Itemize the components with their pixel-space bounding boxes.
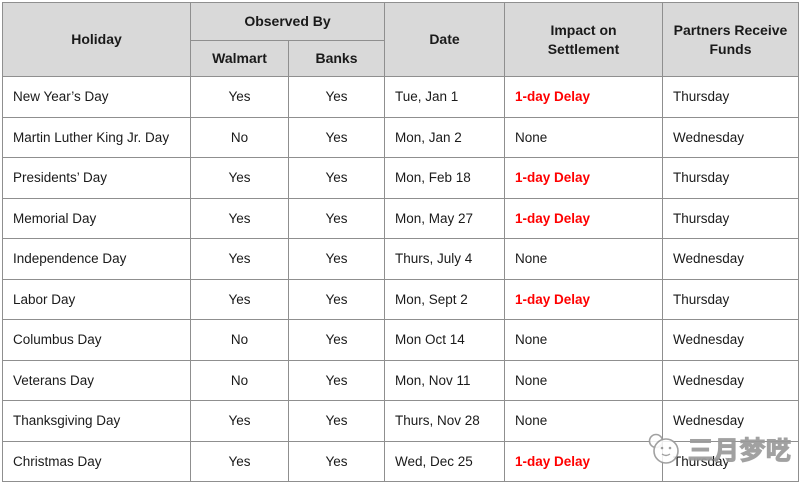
banks-observed-cell: Yes xyxy=(288,278,385,320)
table-row: Labor Day Yes Yes Mon, Sept 2 1-day Dela… xyxy=(2,278,799,320)
partners-cell: Wednesday xyxy=(662,319,799,361)
col-header-walmart: Walmart xyxy=(190,40,289,77)
table-row: Independence Day Yes Yes Thurs, July 4 N… xyxy=(2,238,799,280)
impact-cell: None xyxy=(504,359,663,401)
holiday-cell: Memorial Day xyxy=(2,197,191,239)
table-row: New Year’s Day Yes Yes Tue, Jan 1 1-day … xyxy=(2,76,799,118)
holiday-cell: Christmas Day xyxy=(2,440,191,482)
walmart-observed-cell: Yes xyxy=(190,238,289,280)
date-cell: Thurs, Nov 28 xyxy=(384,400,505,442)
partners-cell: Thursday xyxy=(662,278,799,320)
impact-cell: None xyxy=(504,319,663,361)
impact-cell: 1-day Delay xyxy=(504,278,663,320)
date-cell: Thurs, July 4 xyxy=(384,238,505,280)
holiday-cell: Columbus Day xyxy=(2,319,191,361)
holiday-cell: Presidents’ Day xyxy=(2,157,191,199)
col-header-holiday: Holiday xyxy=(2,2,191,77)
partners-cell: Thursday xyxy=(662,197,799,239)
holiday-cell: New Year’s Day xyxy=(2,76,191,118)
walmart-observed-cell: Yes xyxy=(190,400,289,442)
walmart-observed-cell: Yes xyxy=(190,157,289,199)
col-header-impact: Impact on Settlement xyxy=(504,2,663,77)
impact-cell: 1-day Delay xyxy=(504,157,663,199)
partners-cell: Wednesday xyxy=(662,359,799,401)
holiday-cell: Labor Day xyxy=(2,278,191,320)
impact-cell: None xyxy=(504,400,663,442)
partners-cell: Thursday xyxy=(662,440,799,482)
col-header-partners: Partners Receive Funds xyxy=(662,2,799,77)
walmart-observed-cell: Yes xyxy=(190,197,289,239)
banks-observed-cell: Yes xyxy=(288,440,385,482)
walmart-observed-cell: Yes xyxy=(190,440,289,482)
walmart-observed-cell: No xyxy=(190,319,289,361)
impact-cell: None xyxy=(504,116,663,158)
date-cell: Wed, Dec 25 xyxy=(384,440,505,482)
table-row: Columbus Day No Yes Mon Oct 14 None Wedn… xyxy=(2,319,799,361)
col-header-banks: Banks xyxy=(288,40,385,77)
table-body: New Year’s Day Yes Yes Tue, Jan 1 1-day … xyxy=(2,76,799,482)
holiday-cell: Thanksgiving Day xyxy=(2,400,191,442)
holiday-cell: Independence Day xyxy=(2,238,191,280)
table-row: Martin Luther King Jr. Day No Yes Mon, J… xyxy=(2,116,799,158)
partners-cell: Thursday xyxy=(662,157,799,199)
banks-observed-cell: Yes xyxy=(288,400,385,442)
banks-observed-cell: Yes xyxy=(288,359,385,401)
table-row: Christmas Day Yes Yes Wed, Dec 25 1-day … xyxy=(2,440,799,482)
banks-observed-cell: Yes xyxy=(288,238,385,280)
partners-cell: Wednesday xyxy=(662,400,799,442)
table-row: Memorial Day Yes Yes Mon, May 27 1-day D… xyxy=(2,197,799,239)
banks-observed-cell: Yes xyxy=(288,197,385,239)
impact-cell: 1-day Delay xyxy=(504,440,663,482)
date-cell: Mon, Jan 2 xyxy=(384,116,505,158)
date-cell: Mon Oct 14 xyxy=(384,319,505,361)
walmart-observed-cell: No xyxy=(190,116,289,158)
impact-cell: 1-day Delay xyxy=(504,76,663,118)
walmart-observed-cell: Yes xyxy=(190,76,289,118)
col-header-date: Date xyxy=(384,2,505,77)
date-cell: Mon, Feb 18 xyxy=(384,157,505,199)
date-cell: Mon, Sept 2 xyxy=(384,278,505,320)
banks-observed-cell: Yes xyxy=(288,116,385,158)
banks-observed-cell: Yes xyxy=(288,157,385,199)
table-row: Veterans Day No Yes Mon, Nov 11 None Wed… xyxy=(2,359,799,401)
table-row: Presidents’ Day Yes Yes Mon, Feb 18 1-da… xyxy=(2,157,799,199)
date-cell: Mon, Nov 11 xyxy=(384,359,505,401)
impact-cell: 1-day Delay xyxy=(504,197,663,239)
holiday-cell: Martin Luther King Jr. Day xyxy=(2,116,191,158)
table-row: Thanksgiving Day Yes Yes Thurs, Nov 28 N… xyxy=(2,400,799,442)
date-cell: Mon, May 27 xyxy=(384,197,505,239)
partners-cell: Wednesday xyxy=(662,238,799,280)
table-header: Holiday Observed By Date Impact on Settl… xyxy=(2,2,799,77)
partners-cell: Thursday xyxy=(662,76,799,118)
banks-observed-cell: Yes xyxy=(288,76,385,118)
date-cell: Tue, Jan 1 xyxy=(384,76,505,118)
banks-observed-cell: Yes xyxy=(288,319,385,361)
walmart-observed-cell: No xyxy=(190,359,289,401)
partners-cell: Wednesday xyxy=(662,116,799,158)
col-header-observed-by: Observed By xyxy=(190,2,385,41)
impact-cell: None xyxy=(504,238,663,280)
holiday-cell: Veterans Day xyxy=(2,359,191,401)
walmart-observed-cell: Yes xyxy=(190,278,289,320)
